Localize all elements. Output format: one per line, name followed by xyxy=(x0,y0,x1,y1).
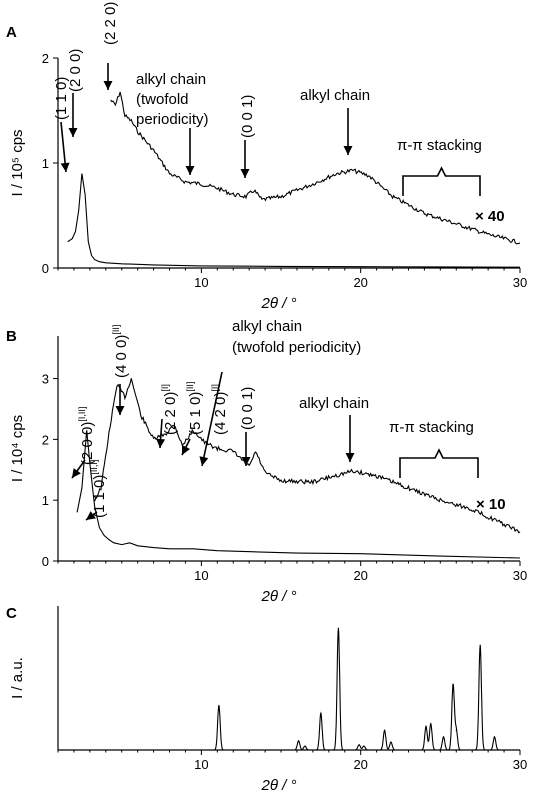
miller-index-200: (2 0 0) xyxy=(67,49,84,92)
x-tick-label: 20 xyxy=(353,568,367,583)
arrow-head xyxy=(68,128,78,137)
x-tick-label: 30 xyxy=(513,568,527,583)
y-tick-label: 0 xyxy=(42,261,49,276)
peak-marker xyxy=(297,740,300,742)
scale-factor-label: × 10 xyxy=(476,496,506,513)
x-tick-label: 10 xyxy=(194,757,208,772)
arrow-head xyxy=(199,456,209,466)
diffractogram-curve xyxy=(76,430,521,559)
peak-marker xyxy=(304,745,306,747)
miller-index-110: (1 1 0)[II,I] xyxy=(89,460,108,518)
peak-marker xyxy=(425,725,427,728)
arrow-420 xyxy=(201,371,223,467)
peak-marker xyxy=(479,644,481,646)
arrow-head xyxy=(345,453,355,462)
peak-marker xyxy=(218,704,220,707)
miller-index-510: (5 1 0)[II] xyxy=(185,382,204,435)
x-axis-label: 2θ / ° xyxy=(261,588,297,605)
y-tick-label: 1 xyxy=(42,156,49,171)
diffractogram-curve-x10 xyxy=(94,378,521,534)
arrow-head xyxy=(60,162,70,172)
x-axis-label: 2θ / ° xyxy=(261,295,297,312)
miller-index-200: (2 0 0)[I,II] xyxy=(77,407,96,465)
panel-a: A 10 20 30 0 1 2 2θ / ° I / 10⁵ cps (1 1 0)(2 0 0… xyxy=(6,2,527,312)
miller-index-220: (2 2 0)[I] xyxy=(160,384,179,435)
panel-b: B 10 20 30 0 1 2 3 2θ / ° I / 10⁴ cps (2 0 0)[I,II… xyxy=(6,318,527,605)
y-tick-label: 3 xyxy=(42,372,49,387)
arrow-head xyxy=(240,169,250,178)
twofold-label: (twofold xyxy=(136,91,189,108)
diffractogram-curve-x40 xyxy=(110,91,521,245)
peak-marker xyxy=(455,729,457,731)
peak-marker xyxy=(363,745,365,747)
scale-factor-label: × 40 xyxy=(475,208,505,225)
peak-marker xyxy=(337,627,339,629)
y-axis-label: I / 10⁴ cps xyxy=(9,415,26,482)
stacking-bracket xyxy=(402,166,481,196)
x-tick-label: 30 xyxy=(513,275,527,290)
miller-index-110: (1 1 0) xyxy=(53,77,70,120)
panel-letter: C xyxy=(6,605,17,622)
miller-index-420: (4 2 0)[I] xyxy=(210,384,229,435)
periodicity-label: periodicity) xyxy=(136,111,209,128)
alkyl-chain-label: alkyl chain xyxy=(232,318,302,335)
miller-index-001: (0 0 1) xyxy=(239,387,256,430)
arrow-head xyxy=(185,166,195,175)
peak-marker xyxy=(442,736,445,738)
alkyl-chain-label-2: alkyl chain xyxy=(299,395,369,412)
pi-stacking-label: π-π stacking xyxy=(389,419,474,436)
panel-c: C 10 20 30 2θ / ° I / a.u. xyxy=(6,605,527,792)
arrow-head xyxy=(72,468,81,478)
peak-marker xyxy=(390,741,392,743)
y-tick-label: 1 xyxy=(42,493,49,508)
arrow-head xyxy=(241,457,251,466)
arrow-head xyxy=(182,444,191,455)
miller-index-001: (0 0 1) xyxy=(239,95,256,138)
pi-stacking-label: π-π stacking xyxy=(397,137,482,154)
x-tick-label: 20 xyxy=(353,757,367,772)
diffractogram-curve xyxy=(67,173,521,268)
y-tick-label: 2 xyxy=(42,51,49,66)
panel-letter: B xyxy=(6,328,17,345)
arrow-head xyxy=(86,511,96,520)
y-tick-label: 0 xyxy=(42,554,49,569)
peak-marker xyxy=(493,736,496,738)
x-tick-label: 10 xyxy=(194,568,208,583)
x-tick-label: 30 xyxy=(513,757,527,772)
x-axis-label: 2θ / ° xyxy=(261,777,297,792)
arrow-head xyxy=(156,438,166,448)
peak-marker xyxy=(452,683,454,686)
miller-index-220: (2 2 0) xyxy=(102,2,119,45)
miller-index-400: (4 0 0)[II] xyxy=(111,325,130,378)
arrow-head xyxy=(115,406,125,415)
alkyl-chain-label-2: alkyl chain xyxy=(300,87,370,104)
y-axis-label: I / a.u. xyxy=(9,657,26,699)
peak-marker xyxy=(358,744,360,746)
peak-marker xyxy=(383,729,386,731)
y-tick-label: 2 xyxy=(42,432,49,447)
stacking-bracket xyxy=(399,448,479,478)
y-axis-label: I / 10⁵ cps xyxy=(9,129,26,196)
peak-marker xyxy=(320,712,322,714)
peak-marker xyxy=(430,723,432,725)
x-tick-label: 20 xyxy=(353,275,367,290)
arrow-head xyxy=(103,81,113,90)
alkyl-chain-label: alkyl chain xyxy=(136,71,206,88)
twofold-periodicity-label: (twofold periodicity) xyxy=(232,339,361,356)
panel-letter: A xyxy=(6,24,17,41)
arrow-head xyxy=(343,146,353,155)
simulated-pattern xyxy=(58,628,520,751)
x-tick-label: 10 xyxy=(194,275,208,290)
